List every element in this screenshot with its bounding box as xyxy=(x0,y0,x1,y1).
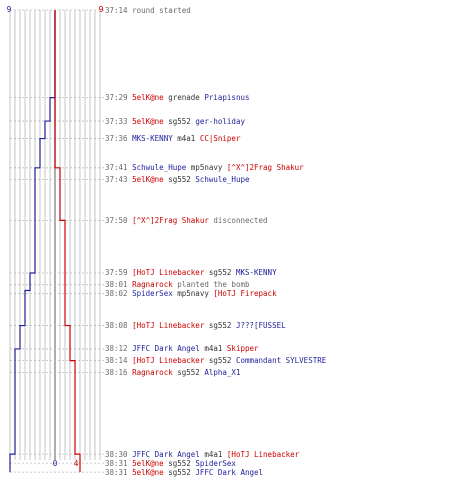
blue-player-name: MKS-KENNY xyxy=(132,134,173,144)
red-player-name: CC|Sniper xyxy=(199,134,241,144)
event-time: 37:33 xyxy=(105,116,133,126)
event-row: 37:33 5elK@ne sg552 ger-holiday xyxy=(105,117,245,126)
event-time: 38:16 xyxy=(105,367,133,377)
weapon-name: sg552 xyxy=(163,174,196,184)
blue-player-name: Priapisnus xyxy=(204,93,250,103)
red-player-name: [HoTJ Linebacker xyxy=(132,356,205,366)
blue-player-name: JFFC Dark Angel xyxy=(132,344,200,354)
red-player-name: 5elK@ne xyxy=(132,174,164,184)
weapon-name: mp5navy xyxy=(172,289,214,299)
event-row: 37:41 Schwule_Hupe mp5navy [^X^]2Frag Sh… xyxy=(105,163,304,172)
weapon-name: m4a1 xyxy=(199,344,227,354)
blue-player-name: SpiderSex xyxy=(195,458,236,468)
red-end-count-label: 4 xyxy=(74,459,79,468)
event-row: 38:30 JFFC Dark Angel m4a1 [HoTJ Linebac… xyxy=(105,450,299,459)
blue-player-name: Commandant SYLVESTRE xyxy=(235,356,327,366)
red-player-name: [HoTJ Firepack xyxy=(213,289,277,299)
event-description: disconnected xyxy=(208,215,268,225)
weapon-name: sg552 xyxy=(204,268,236,278)
event-row: 38:14 [HoTJ Linebacker sg552 Commandant … xyxy=(105,356,326,365)
weapon-name: sg552 xyxy=(163,116,196,126)
weapon-name: sg552 xyxy=(204,321,236,331)
event-row: 37:43 5elK@ne sg552 Schwule_Hupe xyxy=(105,175,250,184)
red-start-count-label: 9 xyxy=(99,5,104,14)
red-player-name: 5elK@ne xyxy=(132,116,164,126)
red-player-name: 5elK@ne xyxy=(132,458,164,468)
blue-end-count-label: 0 xyxy=(53,459,58,468)
event-time: 37:29 xyxy=(105,93,133,103)
blue-player-name: MKS-KENNY xyxy=(235,268,277,278)
event-time: 37:41 xyxy=(105,163,133,173)
event-time: 38:12 xyxy=(105,344,133,354)
blue-player-name: Schwule_Hupe xyxy=(195,174,250,184)
event-time: 38:14 xyxy=(105,356,133,366)
red-player-name: Ragnarock xyxy=(132,367,173,377)
blue-team-line xyxy=(9,10,56,473)
event-row: 37:14 round started xyxy=(105,6,191,15)
red-player-name: Ragnarock xyxy=(132,280,173,290)
event-row: 38:01 Ragnarock planted the bomb xyxy=(105,280,250,289)
red-player-name: 5elK@ne xyxy=(132,93,164,103)
event-row: 37:29 5elK@ne grenade Priapisnus xyxy=(105,93,250,102)
red-team-line xyxy=(54,10,81,473)
event-row: 37:50 [^X^]2Frag Shakur disconnected xyxy=(105,216,268,225)
red-player-name: 5elK@ne xyxy=(132,467,164,477)
red-player-name: [HoTJ Linebacker xyxy=(132,321,205,331)
event-time: 38:30 xyxy=(105,449,133,459)
event-time: 38:01 xyxy=(105,280,133,290)
event-row: 38:08 [HoTJ Linebacker sg552 J???[FUSSEL xyxy=(105,321,286,330)
event-row: 37:36 MKS-KENNY m4a1 CC|Sniper xyxy=(105,134,240,143)
red-player-name: Skipper xyxy=(226,344,259,354)
event-time: 37:59 xyxy=(105,268,133,278)
red-player-name: [^X^]2Frag Shakur xyxy=(132,215,209,225)
red-player-name: [HoTJ Linebacker xyxy=(226,449,300,459)
red-player-name: [HoTJ Linebacker xyxy=(132,268,205,278)
blue-player-name: SpiderSex xyxy=(132,289,173,299)
event-time: 37:14 xyxy=(105,5,133,15)
weapon-name: sg552 xyxy=(172,367,205,377)
weapon-name: m4a1 xyxy=(199,449,227,459)
blue-player-name: JFFC Dark Angel xyxy=(132,449,200,459)
weapon-name: mp5navy xyxy=(186,163,227,173)
blue-player-name: Alpha_X1 xyxy=(204,367,241,377)
weapon-name: sg552 xyxy=(163,458,196,468)
event-time: 38:02 xyxy=(105,289,133,299)
event-time: 37:43 xyxy=(105,174,133,184)
event-row: 37:59 [HoTJ Linebacker sg552 MKS-KENNY xyxy=(105,268,277,277)
blue-player-name: JFFC Dark Angel xyxy=(195,467,264,477)
event-description: round started xyxy=(132,5,191,15)
event-row: 38:31 5elK@ne sg552 JFFC Dark Angel xyxy=(105,468,263,477)
blue-start-count-label: 9 xyxy=(7,5,12,14)
event-time: 37:36 xyxy=(105,134,133,144)
event-row: 38:12 JFFC Dark Angel m4a1 Skipper xyxy=(105,344,259,353)
event-row: 38:16 Ragnarock sg552 Alpha_X1 xyxy=(105,368,240,377)
event-row: 38:02 SpiderSex mp5navy [HoTJ Firepack xyxy=(105,289,277,298)
event-description: planted the bomb xyxy=(172,280,250,290)
blue-player-name: Schwule_Hupe xyxy=(132,163,187,173)
event-time: 38:31 xyxy=(105,458,133,468)
weapon-name: sg552 xyxy=(204,356,236,366)
event-time: 37:50 xyxy=(105,215,133,225)
weapon-name: sg552 xyxy=(163,467,196,477)
blue-player-name: ger-holiday xyxy=(195,116,245,126)
event-time: 38:08 xyxy=(105,321,133,331)
weapon-name: grenade xyxy=(163,93,205,103)
event-row: 38:31 5elK@ne sg552 SpiderSex xyxy=(105,459,236,468)
event-time: 38:31 xyxy=(105,467,133,477)
weapon-name: m4a1 xyxy=(172,134,200,144)
red-player-name: [^X^]2Frag Shakur xyxy=(226,163,304,173)
blue-player-name: J???[FUSSEL xyxy=(235,321,286,331)
